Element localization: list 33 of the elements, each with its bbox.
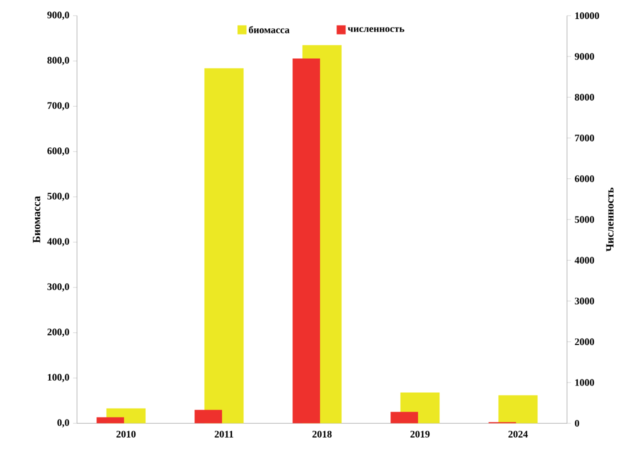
y2-tick-label: 3000 <box>574 298 594 304</box>
y2-tick-label: 7000 <box>575 134 594 142</box>
y-tick-label: 800,0 <box>47 56 70 66</box>
y2-axis-title: Численность <box>606 188 614 252</box>
y-tick-label: 300,0 <box>47 283 70 292</box>
x-tick-label: 2024 <box>508 430 528 438</box>
y-tick-label: 500,0 <box>47 192 70 201</box>
bar <box>194 410 222 424</box>
legend-label: биомасса <box>248 26 290 34</box>
y2-tick-label: 5000 <box>574 216 594 223</box>
y-tick-label: 700,0 <box>48 102 70 110</box>
y-tick-label: 400,0 <box>47 238 70 246</box>
y-tick-label: 0,0 <box>57 419 70 428</box>
y-axis-title: Биомасса <box>32 196 40 243</box>
y-tick-label: 900,0 <box>47 12 70 20</box>
y2-tick-label: 4000 <box>574 256 594 264</box>
y2-tick-label: 2000 <box>574 338 594 346</box>
bar <box>204 68 244 424</box>
y-tick-label: 600,0 <box>47 147 70 156</box>
bar <box>498 395 538 424</box>
x-tick-label: 2019 <box>410 430 430 438</box>
y2-tick-label: 6000 <box>574 175 594 182</box>
y2-tick-label: 0 <box>574 420 580 427</box>
y-tick-label: 200,0 <box>47 328 70 337</box>
y-tick-label: 100,0 <box>48 374 70 382</box>
y2-tick-label: 10000 <box>575 12 600 20</box>
legend-label: численность <box>348 27 404 32</box>
x-tick-label: 2018 <box>312 430 332 438</box>
x-tick-label: 2010 <box>116 430 136 438</box>
y2-tick-label: 9000 <box>574 53 594 60</box>
x-tick-label: 2011 <box>214 430 234 438</box>
y2-tick-label: 1000 <box>575 379 594 386</box>
y2-tick-label: 8000 <box>574 94 594 101</box>
